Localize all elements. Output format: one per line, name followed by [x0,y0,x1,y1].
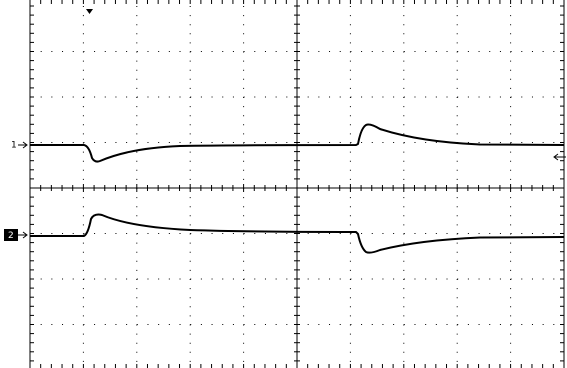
trigger-level-marker [553,153,566,161]
trigger-position-marker [86,9,93,14]
channel-2-label: 2 [8,231,14,241]
channel-2-trace [30,213,565,254]
channel-2-marker [18,231,28,239]
graticule [29,0,565,368]
channel-1-marker [18,141,28,149]
channel-1-label: 1 [11,141,17,151]
channel-1-trace [30,123,565,163]
channel-2-badge [4,229,18,241]
